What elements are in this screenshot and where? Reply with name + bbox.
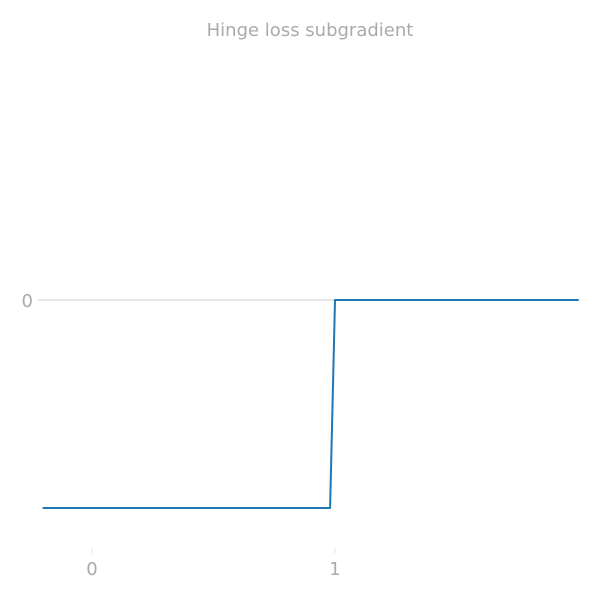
- x-tick-label: 0: [86, 559, 97, 580]
- series-layer: [42, 299, 579, 509]
- series-line: [42, 299, 579, 509]
- y-tick-label: 0: [22, 291, 33, 312]
- x-tick-label: 1: [329, 559, 340, 580]
- axis-layer: 0 0 1: [22, 291, 341, 580]
- chart-title: Hinge loss subgradient: [207, 20, 414, 41]
